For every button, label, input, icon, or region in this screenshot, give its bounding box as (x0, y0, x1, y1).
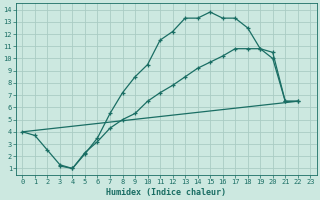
X-axis label: Humidex (Indice chaleur): Humidex (Indice chaleur) (106, 188, 226, 197)
